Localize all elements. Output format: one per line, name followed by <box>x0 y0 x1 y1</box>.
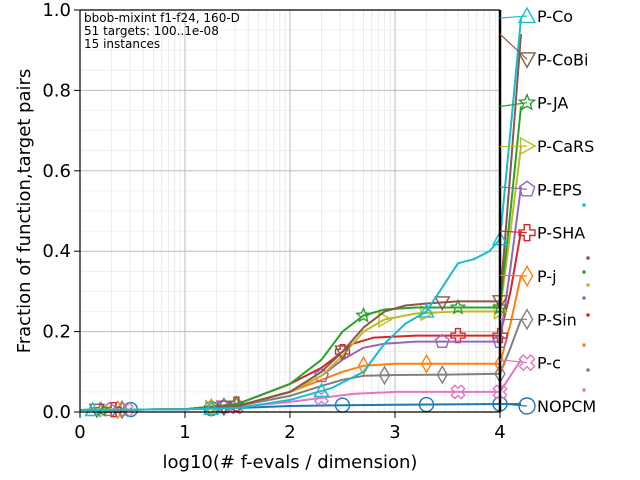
legend-dot <box>586 283 590 287</box>
annotation-line-2: 51 targets: 100..1e-08 <box>84 24 219 38</box>
y-tick-label: 0.2 <box>42 322 71 343</box>
legend-connector <box>499 403 528 407</box>
y-tick-label: 0.4 <box>42 241 71 262</box>
series-marker <box>450 384 466 400</box>
y-tick-label: 0.8 <box>42 80 71 101</box>
series-marker <box>449 298 467 315</box>
legend-marker <box>520 265 534 287</box>
legend-label: P-Sin <box>537 310 577 329</box>
legend-dot <box>586 256 590 260</box>
grid <box>80 10 500 412</box>
legend-label: P-j <box>537 267 557 286</box>
series-marker <box>378 365 391 386</box>
series-marker <box>436 364 448 385</box>
series-marker <box>313 382 330 398</box>
series-marker <box>378 311 393 328</box>
legend-marker <box>518 397 536 415</box>
legend-connector <box>499 186 528 190</box>
legend-label: P-CoBi <box>537 50 588 69</box>
legend-marker <box>517 6 537 24</box>
legend-label: P-CaRS <box>537 137 594 156</box>
legend-label: P-JA <box>537 94 568 113</box>
legend-item-p-eps: P-EPS <box>499 180 582 199</box>
x-axis-title: log10(# f-evals / dimension) <box>163 452 418 473</box>
legend-label: NOPCM <box>537 397 596 416</box>
series-marker <box>203 400 220 415</box>
x-tick-label: 3 <box>389 422 400 443</box>
legend-item-p-co: P-Co <box>499 6 573 26</box>
series-marker <box>420 354 433 374</box>
legend-dot <box>582 343 586 347</box>
axes <box>74 9 502 418</box>
series-marker <box>418 303 435 318</box>
annotation-line-3: 15 instances <box>84 37 160 51</box>
legend-marker <box>518 223 536 242</box>
legend-marker <box>517 52 537 69</box>
legend-marker <box>518 354 536 372</box>
legend-dot <box>582 296 586 300</box>
legend-item-p-j: P-j <box>499 265 557 287</box>
series-marker <box>434 333 450 348</box>
series-line <box>79 34 522 411</box>
legend-dot <box>582 203 586 207</box>
y-tick-label: 0.0 <box>42 402 71 423</box>
legend-label: P-c <box>537 354 561 373</box>
series-marker <box>313 367 330 383</box>
legend-connector <box>499 274 528 277</box>
legend-connector <box>499 230 528 234</box>
legend-marker <box>517 92 537 111</box>
legend-item-p-cobi: P-CoBi <box>499 33 588 69</box>
legend-item-p-cars: P-CaRS <box>499 136 594 156</box>
series-marker <box>492 327 508 344</box>
legend-dot <box>582 270 586 274</box>
legend-item-p-ja: P-JA <box>499 92 568 113</box>
series-p-co <box>79 17 522 417</box>
series-marker <box>334 345 351 361</box>
legend-label: P-Co <box>537 7 573 26</box>
legend-dots <box>582 203 590 392</box>
y-axis-title: Fraction of function,target pairs <box>14 69 35 354</box>
legend-marker <box>520 308 534 331</box>
legend-label: P-EPS <box>537 180 582 199</box>
series-marker <box>492 384 508 400</box>
legend-item-p-c: P-c <box>499 354 561 373</box>
series-marker <box>357 356 370 376</box>
series-marker <box>355 306 372 323</box>
legend-dot <box>586 368 590 372</box>
legend-connector <box>499 33 528 60</box>
legend-item-p-sin: P-Sin <box>499 308 577 331</box>
x-tick-label: 4 <box>494 422 505 443</box>
y-tick-label: 1.0 <box>42 0 71 21</box>
legend: P-Co P-CoBi P-JA P-CaRS P-EPS P-SHA P-j P-Sin P-… <box>499 6 596 416</box>
legend-marker <box>518 180 536 197</box>
series-marker <box>84 401 101 417</box>
legend-dot <box>586 313 590 317</box>
x-tick-label: 0 <box>74 422 85 443</box>
tick-labels: 0 1 2 3 4 0.0 0.2 0.4 0.6 0.8 1.0 <box>42 0 505 443</box>
legend-marker <box>519 136 537 156</box>
x-tick-label: 2 <box>284 422 295 443</box>
annotation-line-1: bbob-mixint f1-f24, 160-D <box>84 11 240 25</box>
legend-item-p-sha: P-SHA <box>499 223 585 243</box>
legend-label: P-SHA <box>537 224 585 243</box>
legend-item-nopcm: NOPCM <box>499 397 596 416</box>
y-tick-label: 0.6 <box>42 161 71 182</box>
series-marker <box>434 296 451 311</box>
legend-connector <box>499 145 528 148</box>
legend-dot <box>582 388 586 392</box>
annotation-block: bbob-mixint f1-f24, 160-D 51 targets: 10… <box>84 11 240 51</box>
x-tick-label: 1 <box>179 422 190 443</box>
